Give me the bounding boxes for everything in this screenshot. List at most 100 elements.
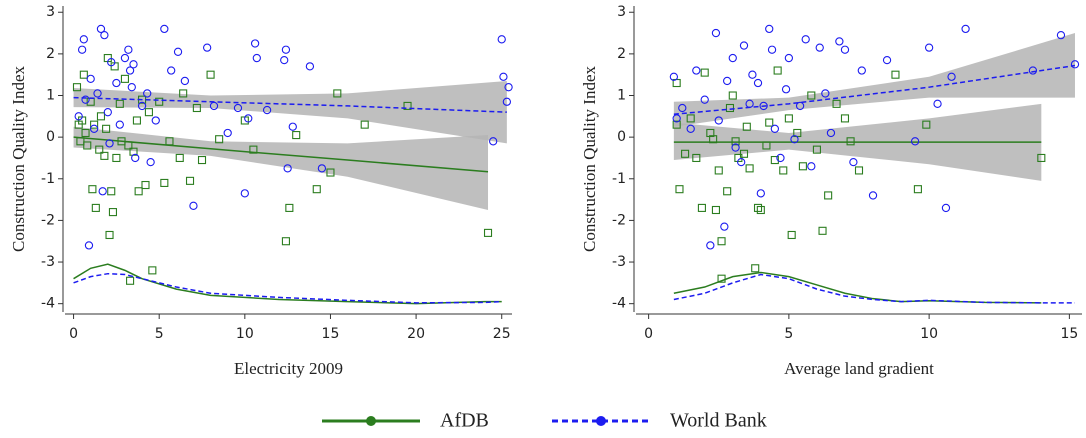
point [120, 74, 129, 83]
y-tick-label: -4 [41, 296, 55, 312]
point [781, 85, 791, 94]
point [714, 166, 723, 175]
point [913, 185, 922, 194]
point [700, 68, 709, 77]
point [192, 103, 201, 113]
point [756, 189, 765, 198]
point [74, 112, 83, 121]
point [215, 135, 224, 144]
legend-label: World Bank [670, 410, 767, 432]
point [753, 78, 763, 88]
point [197, 155, 207, 165]
point [807, 162, 816, 171]
point [79, 35, 88, 44]
point [151, 116, 160, 125]
point [483, 228, 493, 237]
point [262, 105, 272, 115]
density-line [73, 263, 502, 305]
point [840, 114, 850, 123]
point [115, 99, 124, 108]
point [112, 153, 121, 163]
point [497, 35, 506, 44]
y-tick-label: 3 [617, 4, 626, 20]
point [734, 153, 743, 163]
point [739, 41, 749, 50]
x-tick-label: 15 [1060, 326, 1078, 342]
point [185, 176, 195, 185]
point [1028, 66, 1038, 75]
point [317, 164, 327, 173]
point [765, 118, 774, 127]
point [102, 124, 111, 133]
y-tick-label: 2 [46, 46, 55, 62]
density-line [673, 271, 1042, 304]
x-tick-label: 10 [236, 326, 254, 342]
point [669, 72, 679, 81]
point [756, 205, 765, 215]
point [502, 97, 512, 106]
point [72, 83, 82, 92]
point [770, 155, 779, 165]
x-axis-label: Electricity 2009 [234, 359, 343, 378]
point [93, 89, 102, 98]
point [288, 122, 297, 131]
point [672, 120, 681, 129]
point [403, 101, 412, 110]
point [103, 108, 112, 117]
y-tick-label: -3 [612, 254, 626, 270]
point [692, 153, 701, 163]
point [751, 264, 760, 273]
point [160, 178, 169, 187]
point [737, 157, 746, 167]
point [107, 187, 116, 196]
point [132, 116, 141, 125]
point [941, 203, 951, 213]
point [779, 166, 788, 175]
y-tick-label: -3 [41, 254, 55, 270]
x-tick-label: 20 [407, 326, 425, 342]
point [765, 24, 774, 34]
legend-dot [366, 416, 376, 426]
point [706, 241, 715, 250]
point [281, 45, 291, 54]
point [326, 168, 335, 177]
y-axis-label: Construction Quality Index [9, 65, 28, 252]
point [96, 24, 106, 34]
point [280, 55, 289, 65]
point [285, 203, 294, 212]
point [723, 76, 732, 86]
point [854, 166, 864, 175]
point [95, 145, 104, 154]
point [795, 101, 805, 111]
point [189, 201, 198, 210]
point [115, 120, 124, 129]
density-line [673, 273, 1075, 304]
point [798, 162, 807, 171]
x-tick-label: 5 [784, 326, 793, 342]
point [504, 83, 513, 92]
point [173, 47, 183, 56]
panel: -4 -3 -2 -1 0 1 2 3 0 5 10 15 Average land gradient C… [580, 4, 1082, 378]
y-axis-label: Construction Quality Index [580, 65, 599, 252]
point [100, 151, 109, 160]
y-tick-label: 3 [46, 4, 55, 20]
point [725, 103, 735, 113]
point [312, 185, 321, 194]
point [305, 62, 315, 71]
point [891, 70, 900, 79]
point [832, 99, 841, 108]
legend: AfDB World Bank [322, 410, 767, 432]
fit-line [673, 64, 1076, 115]
point [840, 45, 850, 54]
point [86, 74, 95, 84]
fit-line [73, 96, 507, 113]
point [686, 114, 695, 123]
y-tick-label: 0 [46, 129, 55, 145]
point [857, 66, 866, 75]
point [83, 141, 92, 150]
point [675, 185, 684, 194]
point [801, 35, 810, 44]
confidence-band [73, 126, 489, 210]
point [933, 99, 942, 108]
point [489, 137, 498, 146]
